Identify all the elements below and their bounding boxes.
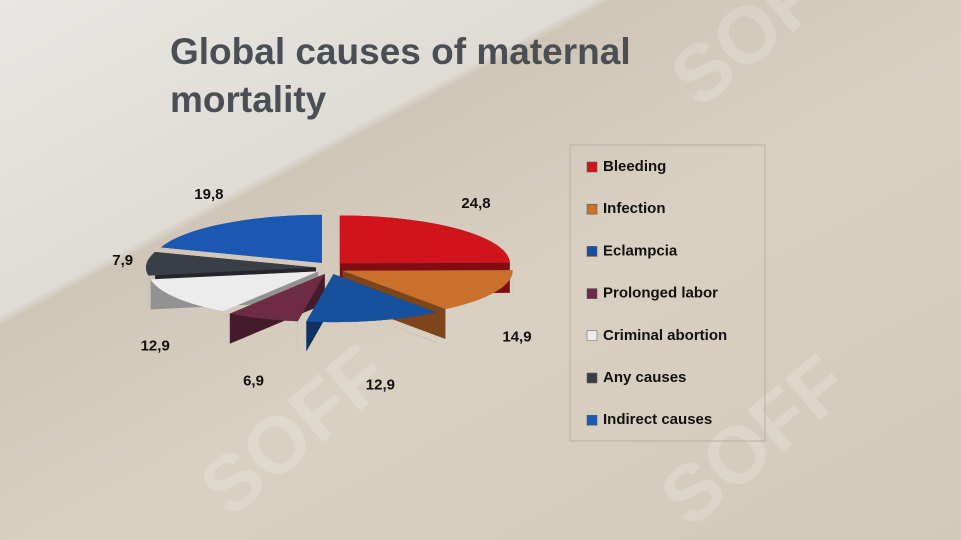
watermark: SOFF xyxy=(654,0,875,123)
legend-swatch xyxy=(586,246,598,257)
data-label: 6,9 xyxy=(243,373,264,390)
legend-label: Infection xyxy=(603,200,666,217)
pie-slice xyxy=(229,273,325,322)
watermark: SOFF xyxy=(184,328,405,533)
data-label: 12,9 xyxy=(141,338,170,355)
pie-slice xyxy=(342,270,513,309)
legend-label: Prolonged labor xyxy=(603,285,718,302)
data-label: 24,8 xyxy=(461,195,490,212)
data-label: 19,8 xyxy=(194,186,223,203)
pie-slice xyxy=(160,214,322,263)
chart-title: Global causes of maternal mortality xyxy=(170,31,631,120)
legend-label: Any causes xyxy=(603,369,686,386)
legend-swatch xyxy=(586,203,598,215)
legend-swatch xyxy=(586,330,598,342)
pie-slice xyxy=(339,215,510,264)
pie-slice xyxy=(146,252,317,276)
legend-label: Eclampcia xyxy=(603,242,678,259)
legend-label: Criminal abortion xyxy=(603,327,727,344)
pie-slice xyxy=(150,271,319,312)
legend-swatch xyxy=(586,372,598,384)
legend-label: Indirect causes xyxy=(603,411,712,428)
data-label: 12,9 xyxy=(366,376,395,393)
legend-swatch xyxy=(586,288,598,299)
pie-slice xyxy=(306,274,437,323)
data-label: 14,9 xyxy=(502,328,531,345)
legend-label: Bleeding xyxy=(603,158,666,175)
legend-swatch xyxy=(586,161,598,173)
legend-swatch xyxy=(586,414,598,426)
legend-box xyxy=(569,144,766,442)
data-label: 7,9 xyxy=(112,252,133,269)
